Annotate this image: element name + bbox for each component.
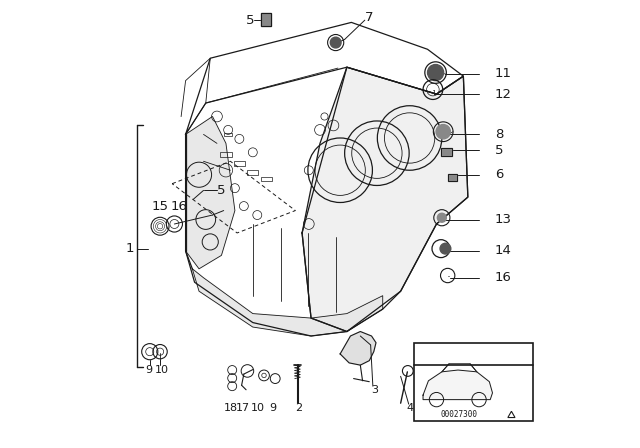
Text: 11: 11: [495, 67, 512, 81]
Text: 4: 4: [406, 403, 413, 413]
Text: 17: 17: [236, 403, 250, 413]
Bar: [220, 152, 232, 157]
Text: 10: 10: [156, 365, 170, 375]
Bar: [414, 343, 532, 421]
Text: 3: 3: [372, 385, 379, 395]
Text: 1: 1: [125, 242, 134, 255]
Polygon shape: [340, 332, 376, 365]
Text: 9: 9: [269, 403, 276, 413]
Text: 15: 15: [152, 199, 168, 213]
Bar: [260, 177, 272, 181]
Polygon shape: [192, 269, 383, 336]
Circle shape: [330, 37, 341, 48]
Text: 10: 10: [251, 403, 265, 413]
Text: 16: 16: [170, 199, 188, 213]
Text: 7: 7: [365, 11, 373, 25]
Text: 5: 5: [217, 184, 225, 197]
Polygon shape: [186, 116, 235, 269]
Bar: [247, 170, 259, 175]
Bar: [448, 174, 457, 181]
Bar: [448, 174, 457, 181]
Circle shape: [437, 213, 446, 222]
Text: 00027300: 00027300: [441, 410, 477, 419]
Polygon shape: [423, 370, 493, 400]
Bar: [441, 148, 452, 156]
Text: 5: 5: [495, 143, 503, 157]
Bar: [224, 133, 232, 136]
Circle shape: [436, 125, 451, 139]
Text: 6: 6: [495, 168, 503, 181]
Polygon shape: [302, 67, 468, 332]
Bar: [261, 13, 271, 26]
Circle shape: [428, 65, 444, 81]
Text: 12: 12: [495, 87, 512, 101]
Circle shape: [440, 243, 451, 254]
Text: 5: 5: [246, 13, 255, 27]
Text: 16: 16: [495, 271, 511, 284]
Text: 18: 18: [223, 403, 237, 413]
Bar: [441, 148, 452, 156]
Text: 2: 2: [296, 403, 303, 413]
Bar: [261, 13, 271, 26]
Text: 9: 9: [145, 365, 152, 375]
Text: 14: 14: [495, 244, 511, 258]
Bar: [234, 161, 245, 166]
Text: 8: 8: [495, 128, 503, 141]
Text: 13: 13: [495, 213, 512, 226]
